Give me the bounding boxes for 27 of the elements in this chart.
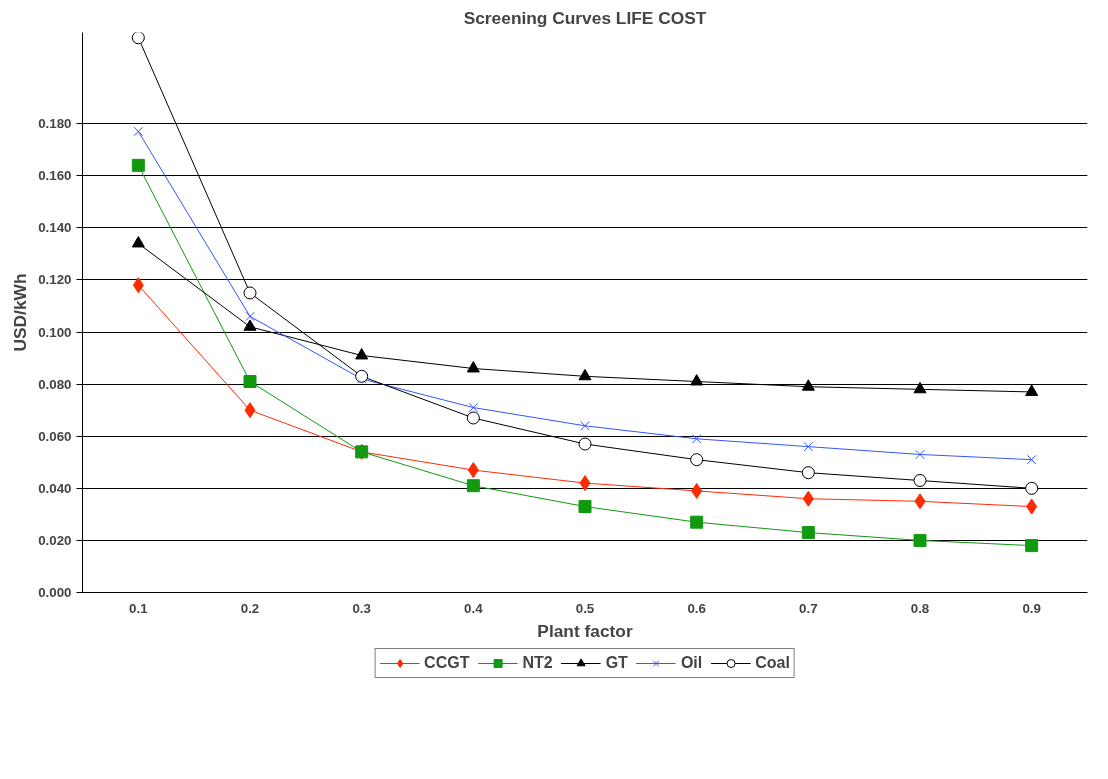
y-tick-label: 0.160 (38, 168, 72, 184)
x-tick-label: 0.8 (910, 600, 930, 616)
x-tick-label: 0.2 (240, 600, 260, 616)
x-tick-label: 0.6 (687, 600, 706, 616)
y-tick-label: 0.100 (38, 324, 72, 340)
y-tick-label: 0.120 (38, 272, 72, 288)
y-tick-label: 0.140 (38, 220, 72, 236)
legend-label: CCGT (424, 654, 470, 672)
x-tick-label: 0.3 (352, 600, 371, 616)
y-tick-label: 0.080 (38, 376, 72, 392)
x-tick-label: 0.7 (799, 600, 818, 616)
y-tick-label: 0.060 (38, 428, 72, 444)
x-axis-title: Plant factor (537, 620, 633, 641)
legend-label: NT2 (522, 654, 553, 672)
x-tick-label: 0.4 (464, 600, 484, 616)
y-tick-label: 0.040 (38, 480, 72, 496)
y-axis-title: USD/kWh (10, 273, 31, 352)
legend-label: GT (605, 654, 628, 672)
legend-label: Coal (755, 654, 790, 672)
y-tick-label: 0.020 (38, 532, 72, 548)
legend-label: Oil (680, 654, 703, 672)
y-tick-label: 0.180 (38, 116, 72, 132)
x-tick-label: 0.9 (1022, 600, 1041, 616)
x-tick-label: 0.5 (575, 600, 595, 616)
y-tick-label: 0.000 (38, 585, 72, 600)
chart-title: Screening Curves LIFE COST (463, 7, 707, 28)
x-tick-label: 0.1 (129, 600, 149, 616)
